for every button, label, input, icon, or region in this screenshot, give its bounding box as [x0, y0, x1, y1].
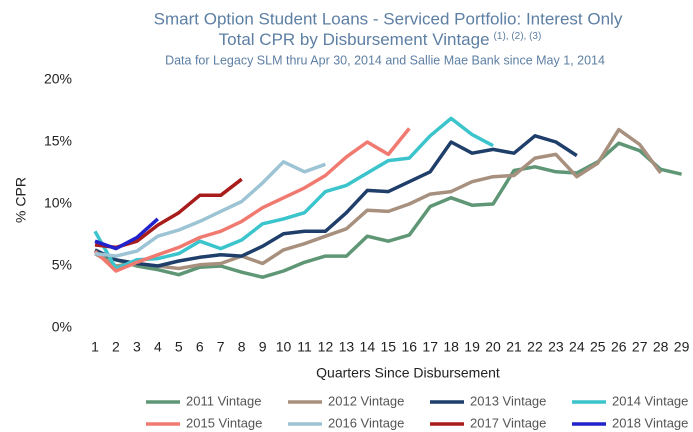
series-line — [94, 217, 159, 251]
y-tick-label: 10% — [44, 195, 72, 211]
x-tick-label: 17 — [422, 339, 438, 355]
x-tick-label: 21 — [506, 339, 522, 355]
chart-title: Total CPR by Disbursement Vintage — [219, 30, 490, 49]
series-line — [93, 127, 411, 273]
legend-label: 2018 Vintage — [612, 415, 688, 430]
x-tick-label: 9 — [259, 339, 267, 355]
x-tick-label: 16 — [401, 339, 417, 355]
chart-title: Smart Option Student Loans - Serviced Po… — [154, 9, 623, 28]
legend-label: 2016 Vintage — [328, 415, 404, 430]
x-axis-label: Quarters Since Disbursement — [316, 365, 500, 381]
x-tick-label: 15 — [381, 339, 397, 355]
series-line — [93, 116, 494, 271]
x-tick-label: 20 — [485, 339, 501, 355]
x-tick-label: 29 — [674, 339, 690, 355]
legend-label: 2015 Vintage — [186, 415, 262, 430]
x-tick-label: 27 — [632, 339, 648, 355]
x-tick-label: 13 — [339, 339, 355, 355]
y-tick-label: 0% — [52, 319, 72, 335]
x-tick-label: 4 — [154, 339, 162, 355]
series-line — [94, 160, 326, 258]
x-tick-label: 2 — [112, 339, 120, 355]
x-tick-label: 3 — [133, 339, 141, 355]
y-axis-label: % CPR — [13, 177, 29, 223]
legend-label: 2017 Vintage — [470, 415, 546, 430]
series-line — [94, 134, 578, 268]
chart-title-line: Total CPR by Disbursement Vintage (1), (2… — [219, 30, 542, 49]
x-tick-label: 22 — [527, 339, 543, 355]
x-tick-label: 6 — [196, 339, 204, 355]
legend-label: 2014 Vintage — [612, 393, 688, 408]
x-tick-label: 5 — [175, 339, 183, 355]
x-tick-label: 26 — [611, 339, 627, 355]
x-tick-label: 28 — [653, 339, 669, 355]
x-tick-label: 1 — [91, 339, 99, 355]
x-tick-label: 25 — [590, 339, 606, 355]
x-tick-label: 7 — [217, 339, 225, 355]
x-tick-label: 12 — [318, 339, 334, 355]
legend-label: 2011 Vintage — [186, 393, 261, 408]
x-tick-label: 24 — [569, 339, 585, 355]
y-tick-label: 15% — [44, 133, 72, 149]
y-tick-label: 20% — [44, 71, 72, 87]
title-note: (1), (2), (3) — [494, 31, 542, 42]
series-line — [94, 141, 682, 279]
x-tick-label: 23 — [548, 339, 564, 355]
x-tick-label: 18 — [443, 339, 459, 355]
x-tick-label: 11 — [297, 339, 312, 355]
chart-subtitle: Data for Legacy SLM thru Apr 30, 2014 an… — [165, 53, 605, 67]
legend-label: 2013 Vintage — [470, 393, 546, 408]
legend-label: 2012 Vintage — [328, 393, 404, 408]
x-tick-label: 14 — [360, 339, 376, 355]
series-line — [94, 127, 663, 271]
x-tick-label: 19 — [464, 339, 480, 355]
x-tick-label: 8 — [238, 339, 246, 355]
x-tick-label: 10 — [276, 339, 292, 355]
y-tick-label: 5% — [52, 257, 72, 273]
